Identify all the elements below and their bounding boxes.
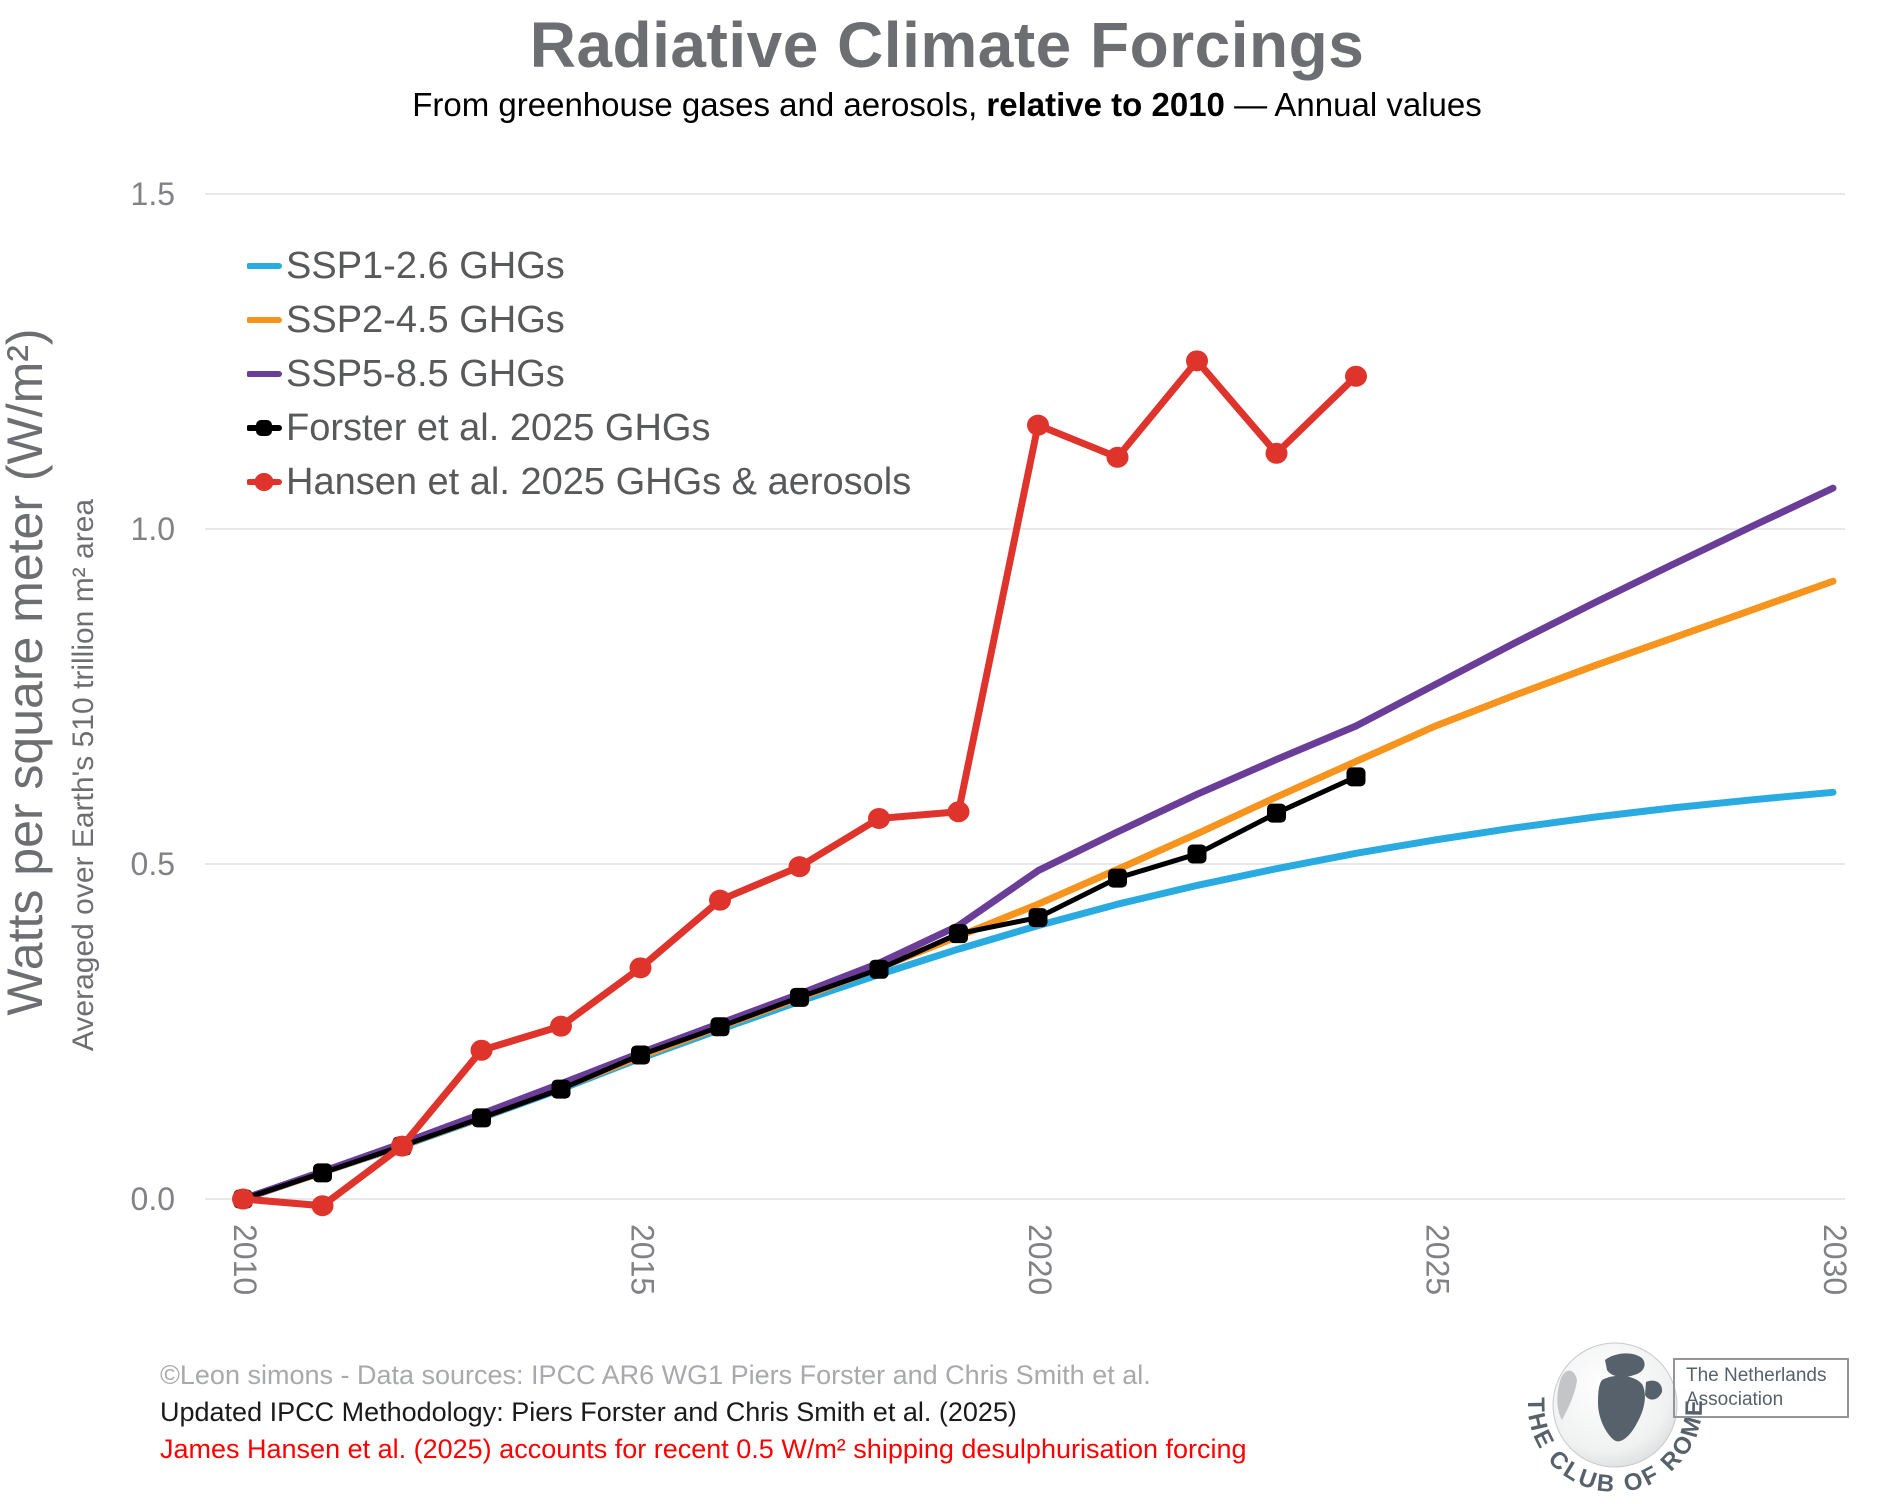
data-point-marker: [631, 1045, 650, 1065]
footer-hansen-note: James Hansen et al. (2025) accounts for …: [160, 1434, 1247, 1464]
legend-item-label: SSP1-2.6 GHGs: [286, 244, 565, 287]
data-point-marker: [551, 1079, 571, 1099]
data-point-marker: [629, 957, 652, 979]
data-point-marker: [1027, 414, 1049, 436]
netherlands-association-box: The Netherlands Association: [1673, 1358, 1849, 1418]
club-of-rome-logo: THE CLUB OF ROME The Netherlands Associa…: [1515, 1322, 1875, 1504]
data-point-marker: [709, 889, 731, 911]
data-point-marker: [1108, 868, 1127, 888]
footer-methodology: Updated IPCC Methodology: Piers Forster …: [160, 1397, 1017, 1427]
x-tick-label: 2020: [1022, 1224, 1058, 1295]
y-tick-label: 1.5: [131, 176, 175, 212]
series-line: [239, 577, 1837, 1203]
legend-swatch: [247, 473, 282, 491]
data-point-marker: [1267, 803, 1286, 823]
legend-item-label: Forster et al. 2025 GHGs: [286, 406, 711, 449]
x-tick-label: 2025: [1420, 1224, 1456, 1295]
legend: SSP1-2.6 GHGs SSP2-4.5 GHGs SSP5-8.5 GHGs F…: [247, 239, 911, 509]
data-point-marker: [710, 1017, 730, 1037]
legend-swatch-marker: [256, 420, 272, 436]
series-line: [239, 484, 1837, 1203]
data-point-marker: [1345, 365, 1367, 387]
legend-item-label: SSP2-4.5 GHGs: [286, 298, 565, 341]
subtitle-prefix: From greenhouse gases and aerosols,: [412, 86, 987, 123]
x-tick-label: 2030: [1817, 1224, 1853, 1295]
chart-subtitle: From greenhouse gases and aerosols, rela…: [0, 86, 1894, 124]
legend-item: Hansen et al. 2025 GHGs & aerosols: [247, 455, 911, 509]
y-tick-label: 0.0: [131, 1181, 175, 1217]
y-tick-label: 1.0: [131, 511, 175, 547]
globe-land-west: [1557, 1370, 1577, 1420]
data-point-marker: [790, 987, 809, 1007]
legend-item: SSP2-4.5 GHGs: [247, 293, 911, 347]
legend-swatch: [247, 317, 282, 323]
data-point-marker: [868, 807, 890, 829]
legend-item: SSP1-2.6 GHGs: [247, 239, 911, 293]
data-point-marker: [313, 1163, 332, 1183]
data-point-marker: [311, 1195, 334, 1217]
footer-credit: ©Leon simons - Data sources: IPCC AR6 WG…: [160, 1360, 1151, 1390]
x-tick-label: 2010: [227, 1224, 263, 1295]
data-point-marker: [1346, 767, 1366, 787]
legend-swatch-marker: [254, 473, 274, 491]
globe-land-africa: [1598, 1375, 1645, 1442]
legend-swatch: [247, 371, 282, 377]
data-point-marker: [1106, 446, 1129, 468]
globe-land-europe: [1605, 1353, 1645, 1378]
subtitle-bold: relative to 2010: [986, 86, 1225, 123]
legend-item: SSP5-8.5 GHGs: [247, 347, 911, 401]
data-point-marker: [232, 1188, 254, 1210]
y-tick-label: 0.5: [131, 846, 175, 882]
legend-item: Forster et al. 2025 GHGs: [247, 401, 911, 455]
data-point-marker: [1187, 844, 1207, 864]
nl-box-line1: The Netherlands: [1686, 1365, 1827, 1386]
data-point-marker: [788, 856, 811, 878]
page-title: Radiative Climate Forcings: [529, 9, 1365, 81]
data-point-marker: [550, 1015, 572, 1037]
data-point-marker: [949, 924, 968, 944]
legend-swatch: [247, 263, 282, 269]
legend-item-label: SSP5-8.5 GHGs: [286, 352, 565, 395]
data-point-marker: [1265, 442, 1288, 464]
data-point-marker: [1186, 350, 1208, 372]
y-axis-title: Watts per square meter (W/m²): [0, 328, 53, 1015]
y-axis-subtitle: Averaged over Earth's 510 trillion m² ar…: [67, 499, 100, 1051]
data-point-marker: [470, 1039, 493, 1061]
subtitle-suffix: — Annual values: [1224, 86, 1482, 123]
legend-swatch: [247, 420, 282, 436]
globe-land-arabia: [1645, 1380, 1663, 1400]
series-line: [239, 788, 1837, 1203]
data-point-marker: [472, 1108, 491, 1128]
x-tick-label: 2015: [625, 1224, 661, 1295]
data-point-marker: [869, 959, 889, 979]
nl-box-line2: Association: [1686, 1389, 1784, 1410]
data-point-marker: [947, 801, 970, 823]
data-point-marker: [391, 1135, 413, 1157]
data-point-marker: [1028, 908, 1048, 928]
legend-item-label: Hansen et al. 2025 GHGs & aerosols: [286, 460, 912, 503]
